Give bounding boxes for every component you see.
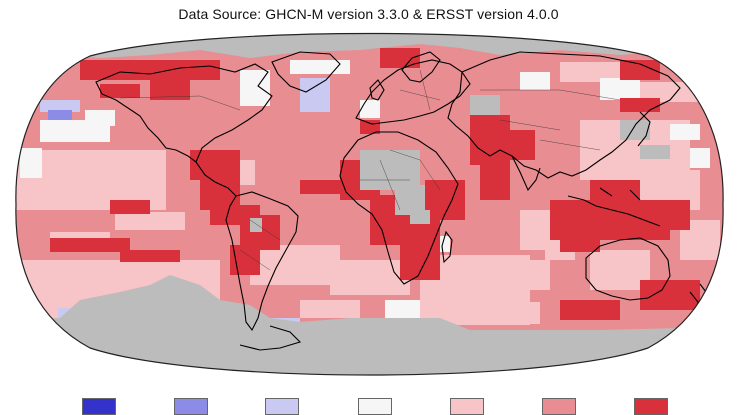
coastlines xyxy=(95,51,707,351)
north-america-coast xyxy=(95,63,273,163)
map-title: Data Source: GHCN-M version 3.3.0 & ERSS… xyxy=(178,6,559,22)
greenland-coast xyxy=(271,51,341,93)
no-data-areas xyxy=(16,33,724,375)
much-warmer-areas xyxy=(50,48,700,320)
asia-coast xyxy=(447,51,681,179)
legend-swatch-slightly-warmer xyxy=(450,398,484,415)
central-america-coast xyxy=(195,161,237,197)
australia-coast xyxy=(585,237,671,301)
legend-swatch-much-warmer xyxy=(634,398,668,415)
country-borders xyxy=(119,69,621,271)
uk-coast xyxy=(369,79,385,101)
legend-swatch-near-average xyxy=(358,398,392,415)
legend-swatch-cooler xyxy=(174,398,208,415)
scandinavia-coast xyxy=(401,51,441,83)
japan-coast xyxy=(637,111,651,147)
legend-swatch-warmer xyxy=(542,398,576,415)
legend-swatch-slightly-cooler xyxy=(265,398,299,415)
globe-outline xyxy=(15,32,724,376)
legend-swatch-much-cooler xyxy=(82,398,116,415)
southeast-asia-islands xyxy=(567,187,661,227)
south-america-coast xyxy=(225,191,299,332)
antarctica-coast xyxy=(239,325,302,351)
europe-coast xyxy=(355,59,471,125)
india-coast xyxy=(511,155,541,192)
legend xyxy=(0,398,737,415)
madagascar-coast xyxy=(441,230,453,264)
africa-coast xyxy=(339,131,459,285)
